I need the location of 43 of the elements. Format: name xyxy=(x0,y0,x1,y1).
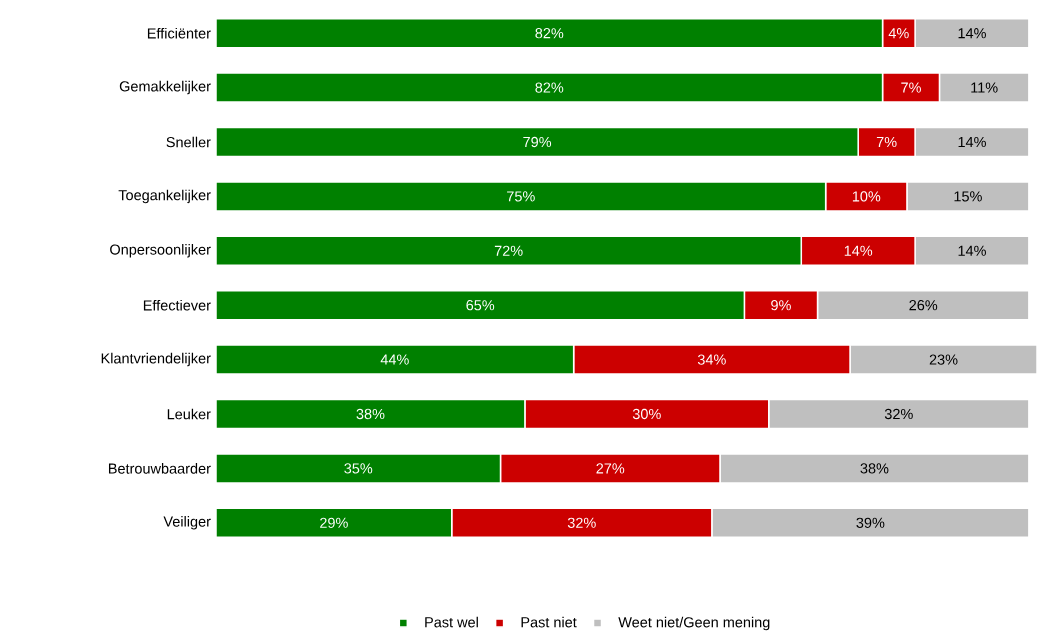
data-label: 26% xyxy=(909,300,938,311)
data-label: 82% xyxy=(535,28,564,39)
data-label: 7% xyxy=(876,136,897,148)
data-label: 44% xyxy=(380,354,409,365)
data-label: 29% xyxy=(320,517,348,528)
y-tick-label: Klantvriendelijker xyxy=(101,352,211,367)
data-label: 4% xyxy=(888,28,909,39)
data-label: 82% xyxy=(535,82,564,93)
data-label: 23% xyxy=(929,354,958,365)
data-label: 30% xyxy=(632,408,661,420)
data-label: 14% xyxy=(844,245,873,256)
data-label: 34% xyxy=(697,354,726,365)
data-label: 11% xyxy=(971,82,998,93)
y-tick-label: Gemakkelijker xyxy=(119,80,211,95)
y-tick-label: Effectiever xyxy=(143,299,211,311)
data-label: 38% xyxy=(860,463,889,474)
legend-label: Past niet xyxy=(521,616,577,628)
y-tick-label: Veiliger xyxy=(163,516,211,530)
data-label: 38% xyxy=(356,408,385,420)
y-tick-label: Efficiënter xyxy=(147,27,211,39)
data-label: 72% xyxy=(494,245,523,256)
data-label: 14% xyxy=(958,136,986,148)
data-label: 32% xyxy=(567,517,596,528)
data-label: 65% xyxy=(466,300,495,311)
y-tick-label: Betrouwbaarder xyxy=(108,463,211,474)
y-tick-label: Onpersoonlijker xyxy=(110,244,211,258)
data-label: 75% xyxy=(507,191,535,202)
data-label: 15% xyxy=(954,191,982,202)
data-label: 32% xyxy=(884,408,913,420)
data-label: 79% xyxy=(523,136,552,148)
legend-label: Weet niet/Geen mening xyxy=(618,616,770,631)
data-label: 27% xyxy=(596,463,625,474)
data-label: 39% xyxy=(856,517,885,528)
data-label: 7% xyxy=(901,82,921,93)
data-label: 35% xyxy=(344,463,373,474)
legend-label: Past wel xyxy=(425,616,478,628)
data-label: 14% xyxy=(958,28,986,39)
y-tick-label: Leuker xyxy=(167,408,211,420)
y-tick-label: Sneller xyxy=(166,136,211,148)
data-label: 10% xyxy=(852,191,881,202)
data-label: 14% xyxy=(958,245,986,256)
y-tick-label: Toegankelijker xyxy=(118,189,211,204)
data-label: 9% xyxy=(771,300,791,311)
